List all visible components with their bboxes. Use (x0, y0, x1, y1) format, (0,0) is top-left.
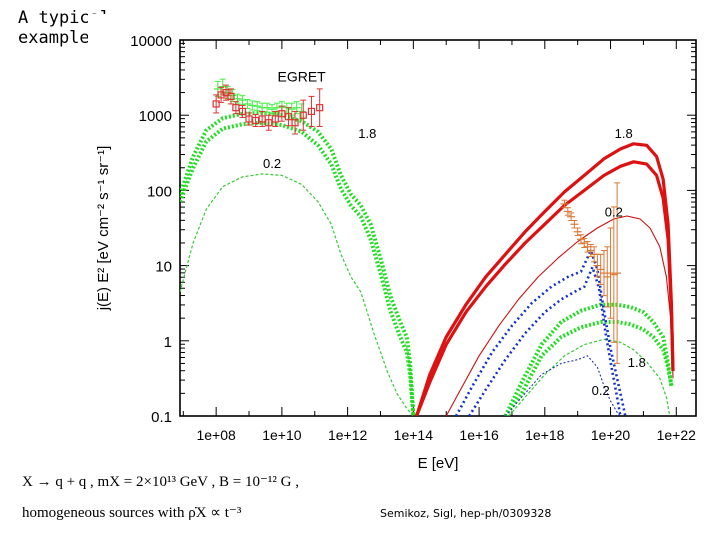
annotation-label: EGRET (277, 68, 326, 84)
egret-point (307, 107, 316, 116)
x-tick-label: 1e+20 (591, 427, 631, 443)
y-tick-label: 1000 (139, 108, 172, 125)
annotation-label: 0.2 (263, 156, 281, 171)
chart: 10000 1000 100 10 1 0.1 1e+08 1e+10 1e+12 1e+14 1e… (88, 14, 700, 476)
egret-point (212, 100, 220, 108)
sources-description: homogeneous sources with ρ̇X ∝ t⁻³ (22, 505, 242, 521)
annotation-label: 0.2 (605, 205, 623, 220)
series-line-gamma-1.8-upper (180, 110, 416, 416)
series-line-cr-1.8-b (415, 160, 675, 416)
slide-label-line2: example: (18, 28, 100, 48)
model-formula: X → q + q , mX = 2×10¹³ GeV , B = 10⁻¹² … (22, 474, 299, 490)
series-line-cr-1.8-a (415, 142, 675, 416)
chart-background (88, 14, 700, 476)
x-tick-label: 1e+08 (196, 427, 236, 443)
x-tick-label: 1e+14 (394, 427, 434, 443)
annotation-label: 0.2 (592, 383, 610, 398)
egret-point (217, 91, 225, 99)
x-tick-label: 1e+22 (657, 427, 697, 443)
y-tick-label: 1 (164, 334, 172, 351)
plot-data (180, 78, 675, 416)
egret-point (222, 89, 230, 97)
series-line-nu-0.2 (504, 355, 621, 416)
y-tick-label: 100 (147, 183, 172, 200)
annotation-label: 1.8 (615, 126, 633, 141)
egret-point (265, 119, 273, 127)
y-tick-label: 10 (155, 259, 172, 276)
x-tick-label: 1e+12 (328, 427, 368, 443)
egret-point (232, 104, 240, 112)
egret-point (271, 115, 279, 123)
citation: Semikoz, Sigl, hep-ph/0309328 (380, 507, 552, 520)
egret-point (227, 92, 235, 101)
egret-point (238, 107, 247, 116)
egret-point (258, 115, 266, 123)
x-tick-label: 1e+16 (459, 427, 499, 443)
y-tick-label: 10000 (130, 33, 172, 50)
annotation-label: 1.8 (358, 126, 376, 141)
series-line-nu-1.8-a (454, 249, 627, 416)
egret-point (299, 111, 307, 119)
egret-point (316, 104, 324, 112)
egret-point (284, 113, 293, 121)
x-tick-label: 1e+10 (262, 427, 302, 443)
series-line-nu-1.8-b (468, 265, 622, 416)
y-tick-label: 0.1 (151, 409, 172, 426)
egret-point (291, 119, 299, 127)
x-axis-label: E [eV] (418, 455, 459, 472)
x-tick-label: 1e+18 (525, 427, 565, 443)
series-line-cr-0.2 (445, 215, 674, 416)
annotation-label: 1.8 (628, 355, 646, 370)
series-line-gamma-1.8-lower (180, 120, 416, 416)
series-line-gamma-0.2-low (180, 173, 414, 416)
plot-frame (179, 39, 697, 417)
y-axis-label: j(E) E² [eV cm⁻² s⁻¹ sr⁻¹] (95, 146, 112, 312)
